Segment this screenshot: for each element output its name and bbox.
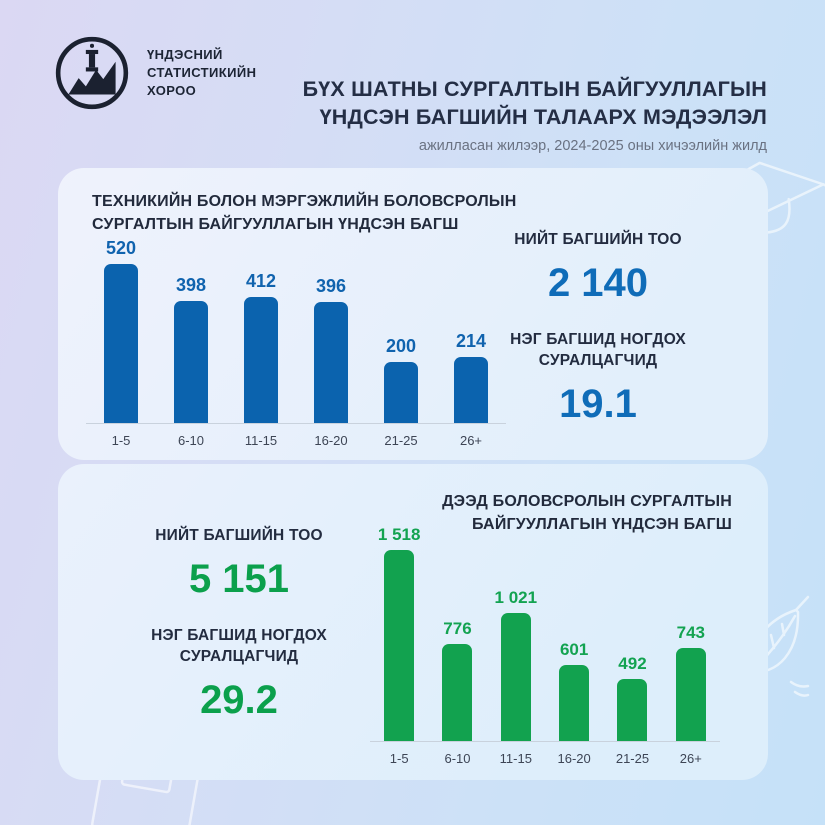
- bar: [314, 302, 348, 423]
- bar-category-label: 6-10: [444, 751, 471, 766]
- page-subtitle: ажилласан жилээр, 2024-2025 оны хичээлий…: [418, 137, 767, 154]
- card1-title: ТЕХНИКИЙН БОЛОН МЭРГЭЖЛИЙН БОЛОВСРОЛЫН С…: [92, 190, 517, 236]
- bar-category-label: 11-15: [499, 751, 532, 766]
- bar: [675, 648, 706, 741]
- org-name-line2: СТАТИСТИКИЙН: [147, 64, 257, 80]
- bar-value-label: 398: [175, 275, 207, 295]
- stat-value-students-per-teacher: 19.1: [559, 381, 637, 426]
- bar: [500, 613, 531, 741]
- bar-value-label: 776: [443, 619, 472, 638]
- bar-category-label: 6-10: [177, 433, 205, 448]
- card-tvet-teachers: ТЕХНИКИЙН БОЛОН МЭРГЭЖЛИЙН БОЛОВСРОЛЫН С…: [58, 168, 768, 460]
- bar-chart-higher-ed: 1 518 776 1 021 601 492 743 1-5 6-10 11-15 16-20…: [370, 515, 720, 766]
- org-name: ҮНДЭСНИЙ СТАТИСТИКИЙН ХОРОО: [147, 46, 256, 100]
- stat-value-total-teachers: 5 151: [188, 556, 290, 601]
- stat-value-students-per-teacher: 29.2: [200, 677, 278, 722]
- page-title-line2: ҮНДСЭН БАГШИЙН ТАЛААРХ МЭДЭЭЛЭЛ: [319, 104, 767, 129]
- card1-title-line2: СУРГАЛТЫН БАЙГУУЛЛАГЫН ҮНДСЭН БАГШ: [92, 216, 459, 234]
- bar-value-label: 412: [245, 271, 277, 291]
- bar-chart-tvet: 520 398 412 396 200 214 1-5 6-10 11-15 16-20 21-2…: [86, 217, 506, 448]
- bar-group: 1 021: [487, 588, 545, 741]
- bar-group: 492: [603, 654, 661, 741]
- bar-group: 743: [662, 623, 720, 741]
- bar-group: 520: [86, 238, 156, 423]
- stat-label-line: НИЙТ БАГШИЙН ТОО: [155, 527, 323, 544]
- org-name-line1: ҮНДЭСНИЙ: [147, 47, 223, 62]
- bar-value-label: 492: [618, 654, 647, 673]
- bar-category-label: 16-20: [314, 433, 348, 448]
- bar-group: 214: [436, 331, 506, 423]
- bar-value-label: 200: [385, 336, 417, 356]
- bar: [559, 665, 590, 741]
- bar-value-label: 601: [559, 640, 589, 659]
- bar-category-label: 21-25: [615, 751, 650, 766]
- bar-group: 1 518: [370, 525, 428, 741]
- bar: [174, 301, 208, 423]
- stat-label-line: НЭГ БАГШИД НОГДОХ: [510, 330, 686, 348]
- bar: [454, 357, 488, 423]
- bar-category-label: 1-5: [389, 751, 409, 766]
- card2-title-line2: БАЙГУУЛЛАГЫН ҮНДСЭН БАГШ: [471, 516, 732, 534]
- stat-label-students-per-teacher: НЭГ БАГШИД НОГДОХ СУРАЛЦАГЧИД: [94, 626, 384, 668]
- bar-value-label: 1 518: [377, 525, 421, 544]
- bar-group: 412: [226, 271, 296, 423]
- org-name-line3: ХОРОО: [147, 82, 197, 98]
- stat-label-total-teachers: НИЙТ БАГШИЙН ТОО: [94, 526, 384, 547]
- bar-chart-categories: 1-5 6-10 11-15 16-20 21-25 26+: [86, 424, 506, 448]
- stat-label-total-teachers: НИЙТ БАГШИЙН ТОО: [458, 230, 738, 251]
- stat-label-line: НЭГ БАГШИД НОГДОХ: [151, 626, 327, 644]
- bar-group: 601: [545, 640, 603, 741]
- bar-group: 398: [156, 275, 226, 423]
- card-higher-ed-teachers: ДЭЭД БОЛОВСРОЛЫН СУРГАЛТЫН БАЙГУУЛЛАГЫН …: [58, 464, 768, 780]
- stat-label-students-per-teacher: НЭГ БАГШИД НОГДОХ СУРАЛЦАГЧИД: [458, 330, 738, 372]
- card1-title-line1: ТЕХНИКИЙН БОЛОН МЭРГЭЖЛИЙН БОЛОВСРОЛЫН: [92, 193, 517, 210]
- bar: [384, 550, 415, 741]
- bar-group: 396: [296, 276, 366, 423]
- bar-category-label: 11-15: [244, 433, 278, 448]
- page-title-line1: БҮХ ШАТНЫ СУРГАЛТЫН БАЙГУУЛЛАГЫН: [302, 77, 767, 101]
- bar-category-label: 16-20: [557, 751, 591, 766]
- bar-chart-plot: 520 398 412 396 200 214: [86, 217, 506, 424]
- bar-value-label: 743: [676, 623, 705, 642]
- card2-title: ДЭЭД БОЛОВСРОЛЫН СУРГАЛТЫН БАЙГУУЛЛАГЫН …: [442, 490, 732, 536]
- card1-stats: НИЙТ БАГШИЙН ТОО 2 140 НЭГ БАГШИД НОГДОХ…: [458, 230, 738, 451]
- page-title-block: БҮХ ШАТНЫ СУРГАЛТЫН БАЙГУУЛЛАГЫН ҮНДСЭН …: [303, 76, 767, 154]
- bar-category-label: 26+: [459, 433, 483, 448]
- bar-value-label: 396: [315, 276, 347, 296]
- bar: [442, 644, 473, 741]
- bar-value-label: 214: [455, 331, 487, 351]
- bar-category-label: 26+: [679, 751, 702, 766]
- bar: [244, 297, 278, 423]
- stat-label-line: СУРАЛЦАГЧИД: [538, 351, 658, 369]
- bar-category-label: 21-25: [384, 433, 418, 448]
- bar-group: 776: [428, 619, 486, 741]
- card2-stats: НИЙТ БАГШИЙН ТОО 5 151 НЭГ БАГШИД НОГДОХ…: [94, 526, 384, 747]
- bar-value-label: 1 021: [494, 588, 538, 607]
- bar-category-label: 1-5: [111, 433, 131, 448]
- nso-logo-emblem: [55, 36, 129, 110]
- bar: [617, 679, 648, 741]
- bar-chart-categories: 1-5 6-10 11-15 16-20 21-25 26+: [370, 742, 720, 766]
- bar: [104, 264, 138, 423]
- card2-title-line1: ДЭЭД БОЛОВСРОЛЫН СУРГАЛТЫН: [442, 493, 732, 510]
- stat-label-line: СУРАЛЦАГЧИД: [179, 647, 299, 665]
- bar-value-label: 520: [105, 238, 137, 258]
- stat-value-total-teachers: 2 140: [547, 260, 649, 305]
- stat-label-line: НИЙТ БАГШИЙН ТОО: [514, 231, 682, 248]
- bar: [384, 362, 418, 423]
- bar-group: 200: [366, 336, 436, 423]
- bar-chart-plot: 1 518 776 1 021 601 492 743: [370, 515, 720, 742]
